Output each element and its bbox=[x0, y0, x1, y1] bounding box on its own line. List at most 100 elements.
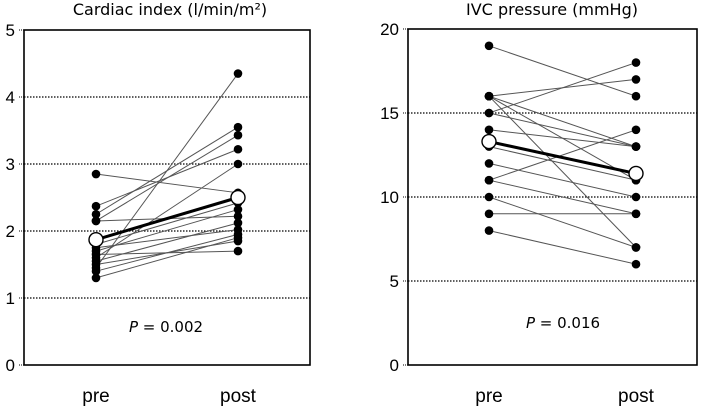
plot-frame bbox=[407, 28, 698, 366]
data-point-post bbox=[631, 209, 641, 219]
patient-lines bbox=[488, 45, 637, 265]
patient-line bbox=[95, 202, 239, 245]
patient-line bbox=[488, 95, 637, 148]
patient-line bbox=[488, 162, 637, 198]
data-point-pre bbox=[91, 260, 101, 269]
data-point-pre bbox=[484, 108, 494, 118]
patient-line bbox=[488, 146, 637, 181]
data-point-pre bbox=[91, 169, 101, 179]
y-tick-label: 0 bbox=[390, 356, 399, 375]
data-point-post bbox=[233, 211, 243, 221]
data-point-pre bbox=[91, 209, 101, 219]
mean-point-post bbox=[628, 165, 644, 182]
p-label: P bbox=[129, 318, 139, 336]
patient-line bbox=[488, 95, 637, 248]
data-point-post bbox=[233, 236, 243, 246]
data-point-post bbox=[631, 192, 641, 202]
y-tick-label: 2 bbox=[6, 222, 15, 241]
p-value-annotation: P = 0.002 bbox=[129, 318, 203, 336]
data-point-pre bbox=[91, 216, 101, 226]
y-tick-label: 10 bbox=[380, 188, 399, 207]
x-tick-label-pre: pre bbox=[82, 386, 109, 407]
data-point-post bbox=[631, 91, 641, 101]
data-point-post bbox=[233, 69, 243, 78]
patient-line bbox=[95, 163, 239, 259]
chart-title: IVC pressure (mmHg) bbox=[466, 0, 638, 19]
data-point-pre bbox=[484, 226, 494, 235]
data-point-pre bbox=[484, 125, 494, 135]
mean-point-pre bbox=[481, 133, 497, 150]
patient-line bbox=[488, 62, 637, 114]
y-tick-label: 5 bbox=[390, 272, 399, 291]
data-point-post bbox=[233, 218, 243, 228]
y-tick-label: 1 bbox=[6, 289, 15, 308]
y-tick-labels: 0 5 10 15 20 bbox=[380, 20, 399, 375]
mean-point-pre bbox=[88, 232, 104, 248]
patient-line bbox=[95, 148, 239, 207]
mean-line-segment bbox=[488, 140, 637, 175]
x-tick-label-post: post bbox=[220, 386, 257, 407]
data-point-post bbox=[631, 75, 641, 84]
y-tick-label: 3 bbox=[6, 155, 15, 174]
patient-line bbox=[95, 209, 239, 252]
patient-line bbox=[488, 95, 637, 181]
patient-line bbox=[95, 222, 239, 262]
gridlines bbox=[403, 28, 697, 366]
patient-line bbox=[95, 237, 239, 279]
mean-line-segment bbox=[95, 196, 239, 242]
data-point-pre bbox=[484, 159, 494, 168]
p-value-annotation: P = 0.016 bbox=[526, 314, 600, 332]
data-point-pre bbox=[484, 41, 494, 51]
patient-line bbox=[95, 229, 239, 249]
mean-line bbox=[95, 196, 239, 242]
data-point-pre bbox=[91, 266, 101, 276]
patient-line bbox=[488, 112, 637, 148]
patient-line bbox=[488, 230, 637, 265]
y-tick-label: 0 bbox=[6, 356, 15, 375]
cardiac-index-chart: Cardiac index (l/min/m²) 0 1 2 3 4 5 P = 0.00… bbox=[6, 0, 311, 407]
p-value: = 0.002 bbox=[138, 318, 203, 336]
ivc-pressure-chart: IVC pressure (mmHg) 0 5 10 15 20 P = 0.016 p… bbox=[380, 0, 698, 407]
data-point-post bbox=[233, 144, 243, 154]
data-point-pre bbox=[91, 250, 101, 259]
patient-line bbox=[488, 129, 637, 181]
data-point-post bbox=[233, 130, 243, 140]
x-tick-label-pre: pre bbox=[475, 386, 502, 407]
y-tick-label: 5 bbox=[6, 21, 15, 40]
y-tick-label: 4 bbox=[6, 88, 15, 107]
y-tick-label: 15 bbox=[380, 104, 399, 123]
patient-line bbox=[488, 196, 637, 248]
x-tick-label-post: post bbox=[618, 386, 655, 407]
data-point-pre bbox=[484, 209, 494, 219]
patient-line bbox=[95, 250, 239, 255]
data-point-pre bbox=[91, 201, 101, 211]
data-point-post bbox=[233, 246, 243, 256]
data-point-post bbox=[233, 159, 243, 169]
mean-line bbox=[488, 140, 637, 175]
patient-line bbox=[488, 45, 637, 97]
data-point-post bbox=[233, 122, 243, 132]
data-point-post bbox=[233, 205, 243, 214]
mean-point-post bbox=[230, 189, 246, 206]
data-point-post bbox=[631, 243, 641, 252]
y-tick-labels: 0 1 2 3 4 5 bbox=[6, 21, 15, 375]
p-value: = 0.016 bbox=[535, 314, 600, 332]
data-point-pre bbox=[484, 91, 494, 101]
data-point-post bbox=[631, 58, 641, 67]
patient-lines bbox=[95, 73, 239, 279]
patient-line bbox=[488, 179, 637, 215]
data-points bbox=[481, 41, 644, 269]
patient-line bbox=[95, 126, 239, 215]
y-tick-label: 20 bbox=[380, 20, 399, 39]
data-point-post bbox=[631, 125, 641, 135]
data-point-pre bbox=[484, 192, 494, 202]
data-point-post bbox=[631, 142, 641, 151]
p-label: P bbox=[526, 314, 536, 332]
data-point-pre bbox=[91, 273, 101, 283]
patient-line bbox=[95, 173, 239, 194]
data-points bbox=[88, 69, 246, 283]
data-point-pre bbox=[484, 175, 494, 185]
gridlines bbox=[19, 29, 310, 366]
plot-frame bbox=[23, 29, 311, 366]
